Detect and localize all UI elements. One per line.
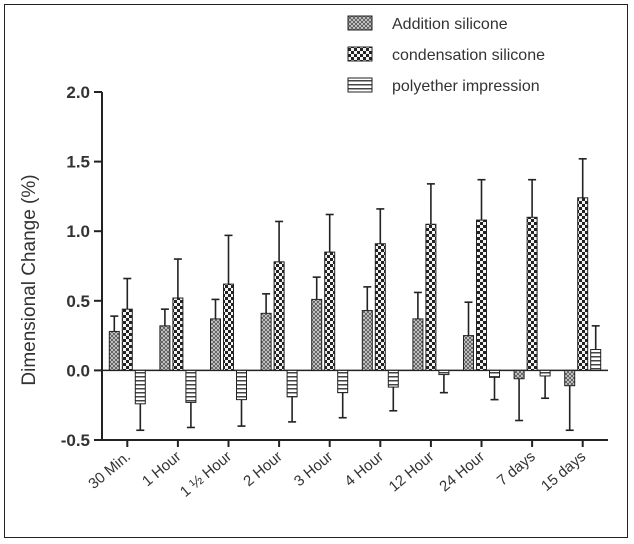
legend-swatch xyxy=(347,46,373,62)
legend-label: condensation silicone xyxy=(392,47,545,64)
legend-label: polyether impression xyxy=(392,78,540,95)
x-tick-label: 30 Min. xyxy=(85,448,134,493)
x-tick-label: 15 days xyxy=(538,448,589,495)
bar-crosshatch xyxy=(564,369,576,387)
bar-crosshatch xyxy=(361,310,373,371)
legend-swatch xyxy=(347,15,373,31)
bar-horizontal-lines xyxy=(590,349,602,371)
bar-crosshatch xyxy=(108,330,120,371)
bar-checker xyxy=(223,283,234,371)
legend-label: Addition silicone xyxy=(392,16,508,33)
y-tick-label: 0.0 xyxy=(66,361,90,380)
legend-swatch xyxy=(347,77,373,93)
bar-checker xyxy=(172,297,184,371)
bar-crosshatch xyxy=(513,369,525,380)
bar-horizontal-lines xyxy=(185,369,197,403)
y-tick-label: 2.0 xyxy=(66,83,90,102)
chart-frame xyxy=(4,4,628,538)
bar-crosshatch xyxy=(159,325,171,371)
bar-checker xyxy=(324,251,336,371)
x-tick-label: 7 days xyxy=(494,448,539,489)
x-tick-label: 2 Hour xyxy=(240,448,285,490)
x-tick-label: 12 Hour xyxy=(386,448,438,495)
bar-horizontal-lines xyxy=(489,369,500,378)
bar-horizontal-lines xyxy=(337,369,349,394)
bar-horizontal-lines xyxy=(539,369,551,377)
y-tick-label: 1.0 xyxy=(66,222,90,241)
x-tick-label: 1 Hour xyxy=(139,448,184,490)
bar-checker xyxy=(374,243,386,371)
y-tick-label: 0.5 xyxy=(66,292,90,311)
bar-checker xyxy=(526,216,538,371)
x-tick-label: 24 Hour xyxy=(436,448,488,495)
bar-crosshatch xyxy=(210,318,221,371)
bar-checker xyxy=(577,197,589,371)
bar-horizontal-lines xyxy=(286,369,298,398)
bar-crosshatch xyxy=(260,312,272,371)
bar-checker xyxy=(121,308,133,371)
bar-crosshatch xyxy=(311,298,323,371)
legend: Addition silicone condensation silicone po… xyxy=(347,15,545,95)
y-axis-title: Dimensional Change (%) xyxy=(19,174,40,385)
bar-horizontal-lines xyxy=(438,369,450,376)
bar-crosshatch xyxy=(463,335,474,371)
bar-horizontal-lines xyxy=(134,369,146,405)
bars-layer xyxy=(108,158,602,432)
bar-horizontal-lines xyxy=(387,369,399,388)
y-tick-label: -0.5 xyxy=(61,431,90,450)
bar-checker xyxy=(476,219,487,371)
bar-checker xyxy=(425,223,437,371)
bar-horizontal-lines xyxy=(236,369,247,401)
x-tick-label: 4 Hour xyxy=(341,448,386,490)
x-tick-label: 1 ½ Hour xyxy=(177,448,235,501)
x-tick-label: 3 Hour xyxy=(291,448,336,490)
bar-checker xyxy=(273,261,285,371)
bar-crosshatch xyxy=(412,318,424,371)
y-tick-label: 1.5 xyxy=(66,153,90,172)
